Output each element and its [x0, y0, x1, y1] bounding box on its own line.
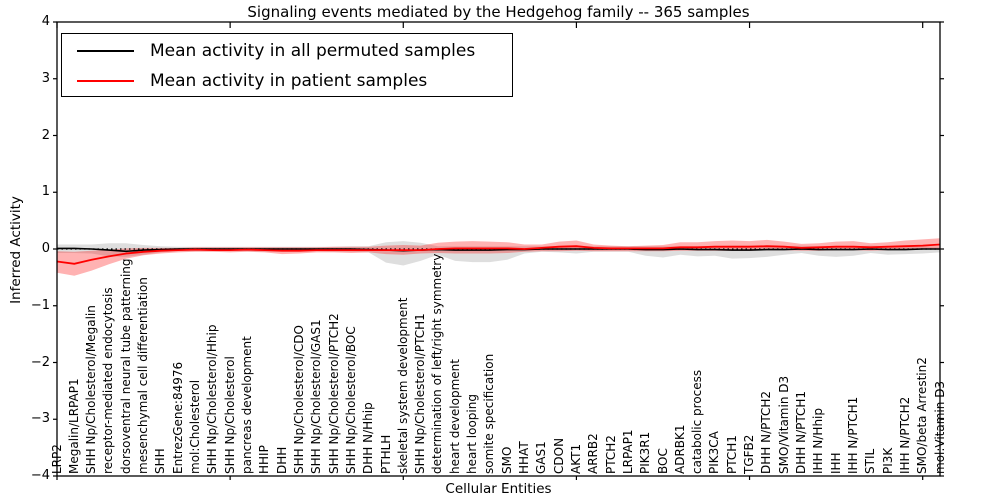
patient-line-sample [77, 80, 134, 82]
x-tick-label: heart looping [465, 394, 479, 474]
x-tick-label: SHH Np/Cholesterol/GAS1 [309, 319, 324, 474]
x-tick-label: AKT1 [568, 443, 583, 474]
plot-title: Signaling events mediated by the Hedgeho… [247, 3, 750, 21]
x-tick-label: PTCH1 [724, 435, 739, 474]
x-tick-label: IHH N/PTCH2 [897, 396, 912, 474]
x-tick-label: STIL [863, 448, 878, 474]
x-tick-label: SHH Np/Cholesterol/Hhip [205, 324, 220, 474]
x-tick-label: dorsoventral neural tube patterning [118, 258, 133, 474]
x-tick-label: EntrezGene:84976 [170, 361, 185, 474]
x-tick-label: PTCH2 [603, 435, 618, 474]
x-tick-label: Megalin/LRPAP1 [66, 378, 81, 474]
legend-item-permuted: Mean activity in all permuted samples [62, 40, 512, 62]
y-tick-label: 0 [41, 241, 50, 256]
x-tick-label: SMO [499, 446, 514, 474]
x-axis-label: Cellular Entities [445, 481, 552, 497]
x-tick-label: mol:Vitamin D3 [932, 380, 947, 474]
band-layer [57, 238, 940, 276]
x-tick-label: DHH N/PTCH1 [794, 390, 808, 474]
x-tick-label: skeletal system development [395, 297, 410, 474]
x-tick-label: mol:Cholesterol [188, 379, 202, 474]
legend-label-patient: Mean activity in patient samples [150, 71, 428, 91]
patient-line [56, 243, 941, 265]
permuted-line-sample [77, 50, 134, 52]
x-tick-label: somite specification [482, 353, 497, 474]
x-tick-label: IHH N/Hhip [811, 408, 826, 474]
x-tick-label: ADRBK1 [672, 424, 687, 474]
x-tick-label: PTHLH [378, 434, 393, 474]
x-tick-label: IHH N/PTCH1 [845, 396, 860, 474]
legend: Mean activity in all permuted samples Me… [61, 33, 513, 97]
legend-label-permuted: Mean activity in all permuted samples [150, 41, 476, 61]
x-tick-label: SHH Np/Cholesterol [222, 356, 237, 474]
y-tick-label: −3 [30, 411, 50, 427]
x-tick-label: PIK3R1 [638, 431, 653, 474]
x-tick-label: heart development [447, 359, 462, 474]
x-tick-label: GAS1 [534, 441, 549, 474]
x-tick-label: SHH Np/Cholesterol/BOC [343, 326, 358, 474]
y-tick-label: 1 [41, 184, 50, 200]
x-tick-label: SMO/Vitamin D3 [776, 375, 791, 474]
x-tick-label: DHH N/Hhip [361, 402, 376, 474]
x-tick-label: SHH [153, 448, 168, 474]
x-tick-label: IHH [828, 452, 843, 474]
x-tick-label: ARRB2 [586, 433, 601, 474]
x-tick-label: SHH Np/Cholesterol/PTCH1 [413, 313, 428, 474]
y-tick-label: −1 [30, 297, 50, 313]
y-tick-label: 4 [41, 14, 50, 29]
x-tick-label: receptor-mediated endocytosis [101, 287, 116, 474]
y-tick-label: −2 [30, 354, 50, 370]
x-tick-label: PI3K [880, 447, 895, 474]
x-tick-label: CDON [551, 437, 566, 474]
x-tick-label: HHIP [257, 445, 272, 474]
y-tick-label: 2 [41, 127, 50, 143]
x-tick-label: TGFB2 [742, 434, 756, 474]
axes-frame [56, 21, 941, 477]
legend-item-patient: Mean activity in patient samples [62, 70, 512, 92]
x-tick-label: DHH N/PTCH2 [759, 390, 774, 474]
x-tick-label: LRP2 [49, 444, 64, 474]
x-tick-label: HHAT [517, 441, 531, 474]
x-tick-label: pancreas development [240, 336, 254, 474]
x-tick-label: SMO/beta Arrestin2 [915, 357, 930, 474]
y-tick-label: 3 [41, 70, 50, 86]
x-tick-label: catabolic process [690, 369, 705, 474]
x-tick-label: PIK3CA [707, 431, 722, 474]
x-tick-label: mesenchymal cell differentiation [136, 277, 151, 474]
x-tick-label: LRPAP1 [620, 429, 635, 474]
y-tick-label: −4 [30, 468, 50, 483]
x-tick-label: determination of left/right symmetry [430, 253, 445, 474]
x-tick-label: BOC [655, 448, 670, 474]
x-tick-label: DHH [274, 446, 289, 474]
x-tick-label: SHH Np/Cholesterol/CDO [291, 325, 306, 474]
x-tick-label: SHH Np/Cholesterol/PTCH2 [326, 313, 341, 474]
x-tick-label: SHH Np/Cholesterol/Megalin [84, 305, 99, 474]
